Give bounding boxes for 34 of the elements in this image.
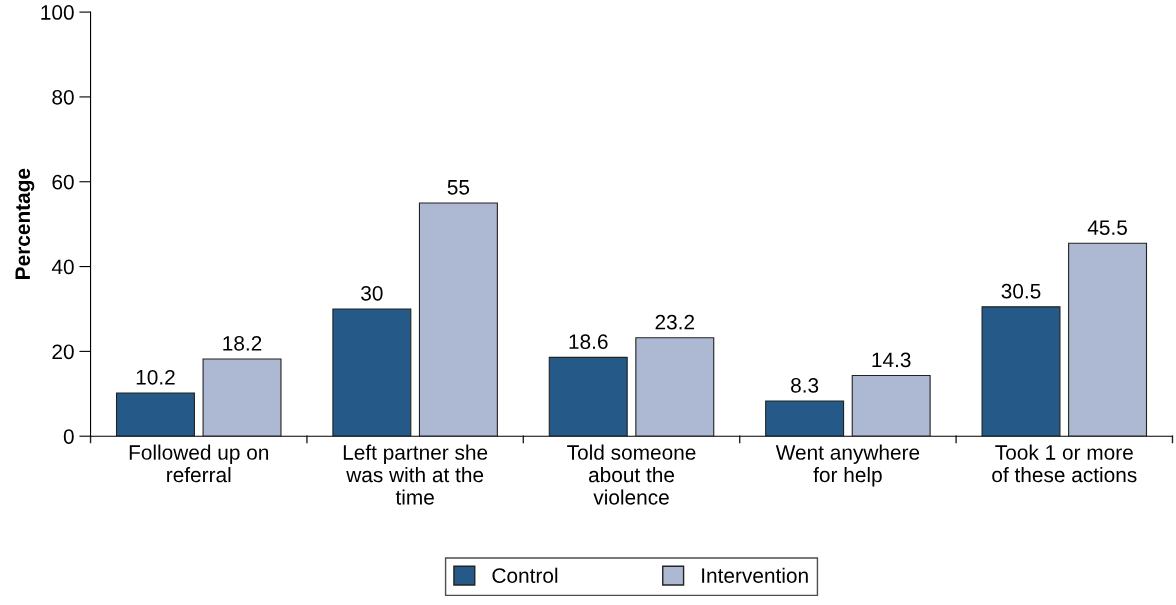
y-tick-label: 60 bbox=[52, 174, 74, 190]
bar bbox=[418, 202, 498, 437]
y-tick-label: 100 bbox=[41, 5, 74, 20]
bar bbox=[115, 392, 195, 437]
bar bbox=[202, 358, 282, 437]
data-label: 8.3 bbox=[791, 377, 819, 393]
y-axis-title: Percentage bbox=[15, 168, 35, 279]
x-tick-label: Went anywhere for help bbox=[775, 444, 920, 487]
bar bbox=[332, 308, 412, 437]
data-label: 30 bbox=[361, 285, 383, 301]
y-tick-label: 40 bbox=[51, 259, 74, 275]
data-label: 18.6 bbox=[569, 334, 608, 350]
x-tick-label: Left partner she was with at the time bbox=[343, 444, 488, 505]
x-tick-label: Followed up on referral bbox=[129, 444, 269, 483]
bar bbox=[635, 337, 715, 437]
x-tick-label: Took 1 or more of these actions bbox=[992, 444, 1137, 483]
data-label: 30.5 bbox=[1001, 283, 1041, 299]
legend-label: Intervention bbox=[702, 567, 808, 583]
x-tick-label: Told someone about the violence bbox=[567, 444, 696, 505]
data-label: 10.2 bbox=[136, 369, 175, 385]
y-tick-label: 20 bbox=[52, 344, 74, 360]
legend-label: Control bbox=[492, 567, 558, 583]
data-label: 45.5 bbox=[1087, 220, 1127, 235]
bar bbox=[548, 356, 628, 437]
bar bbox=[851, 375, 931, 437]
data-label: 18.2 bbox=[223, 335, 262, 351]
y-tick-label: 80 bbox=[52, 89, 74, 105]
data-label: 55 bbox=[447, 180, 470, 195]
bar bbox=[1068, 242, 1148, 437]
bar bbox=[765, 400, 845, 437]
data-label: 14.3 bbox=[872, 352, 911, 368]
bar bbox=[981, 306, 1061, 437]
y-tick-label: 0 bbox=[63, 429, 74, 444]
data-label: 23.2 bbox=[655, 314, 695, 330]
